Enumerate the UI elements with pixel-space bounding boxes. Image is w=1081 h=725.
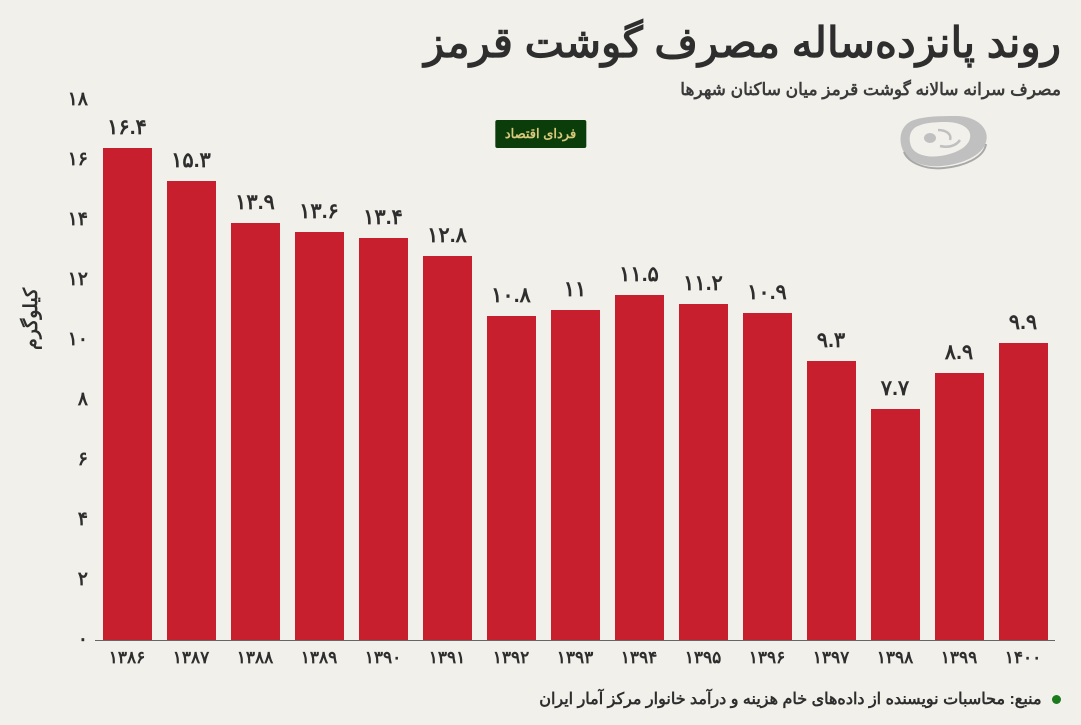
x-tick-label: ۱۳۸۷ [173,648,210,668]
bar [423,256,472,640]
chart-baseline [95,640,1055,641]
x-tick-label: ۱۳۹۳ [557,648,594,668]
x-tick-label: ۱۳۹۷ [813,648,850,668]
bar [295,232,344,640]
bar [935,373,984,640]
bar-value-label: ۱۰.۸ [491,283,531,308]
bar [231,223,280,640]
x-tick-label: ۱۳۹۱ [429,648,466,668]
chart-plot-area: ۱۶.۴ ۱۵.۳ ۱۳.۹ ۱۳.۶ ۱۳.۴ ۱۲.۸ ۱۰.۸ ۱۱ ۱۱.۵ ۱۱.۲ ۱۰… [95,100,1055,640]
bar [615,295,664,640]
bar-value-label: ۱۶.۴ [107,115,147,140]
y-tick-label: ۱۴ [58,208,88,231]
bar [743,313,792,640]
bar-value-label: ۱۵.۳ [171,148,211,173]
y-tick-label: ۲ [58,568,88,591]
bar [551,310,600,640]
y-tick-label: ۱۸ [58,88,88,111]
bar-value-label: ۱۳.۴ [363,205,403,230]
y-axis-label: کیلوگرم [20,288,43,350]
chart-title: روند پانزده‌ساله مصرف گوشت قرمز [424,18,1061,67]
x-tick-label: ۱۳۹۴ [621,648,658,668]
bar [807,361,856,640]
x-tick-label: ۱۳۸۹ [301,648,338,668]
source-bullet-icon [1052,695,1061,704]
bar [487,316,536,640]
source-label: منبع: [1009,691,1041,708]
x-tick-label: ۱۳۹۹ [941,648,978,668]
bar-value-label: ۸.۹ [945,340,973,365]
bar-value-label: ۷.۷ [881,376,909,401]
x-tick-label: ۱۳۹۵ [685,648,722,668]
y-tick-label: ۶ [58,448,88,471]
bar-value-label: ۱۱.۲ [683,271,723,296]
bar [679,304,728,640]
y-tick-label: ۸ [58,388,88,411]
bar-value-label: ۱۳.۹ [235,190,275,215]
x-tick-label: ۱۳۸۸ [237,648,274,668]
bar-value-label: ۱۰.۹ [747,280,787,305]
bar-value-label: ۱۱.۵ [619,262,659,287]
source-text: منبع: محاسبات نویسنده از داده‌های خام هز… [539,689,1061,709]
x-tick-label: ۱۳۹۰ [365,648,402,668]
y-tick-label: ۱۶ [58,148,88,171]
bar-value-label: ۱۲.۸ [427,223,467,248]
source-value: محاسبات نویسنده از داده‌های خام هزینه و … [539,691,1005,708]
bar-value-label: ۹.۳ [817,328,845,353]
bar-value-label: ۱۱ [564,277,587,302]
y-tick-label: ۱۲ [58,268,88,291]
bar [167,181,216,640]
bar [999,343,1048,640]
x-tick-label: ۱۳۹۶ [749,648,786,668]
bar-value-label: ۹.۹ [1009,310,1037,335]
x-tick-label: ۱۴۰۰ [1005,648,1042,668]
x-tick-label: ۱۳۹۸ [877,648,914,668]
bar [103,148,152,640]
y-tick-label: ۱۰ [58,328,88,351]
x-tick-label: ۱۳۸۶ [109,648,146,668]
bar [359,238,408,640]
y-tick-label: ۰ [58,628,88,651]
chart-subtitle: مصرف سرانه سالانه گوشت قرمز میان ساکنان … [680,80,1061,100]
bar [871,409,920,640]
x-tick-label: ۱۳۹۲ [493,648,530,668]
y-tick-label: ۴ [58,508,88,531]
bar-value-label: ۱۳.۶ [299,199,339,224]
